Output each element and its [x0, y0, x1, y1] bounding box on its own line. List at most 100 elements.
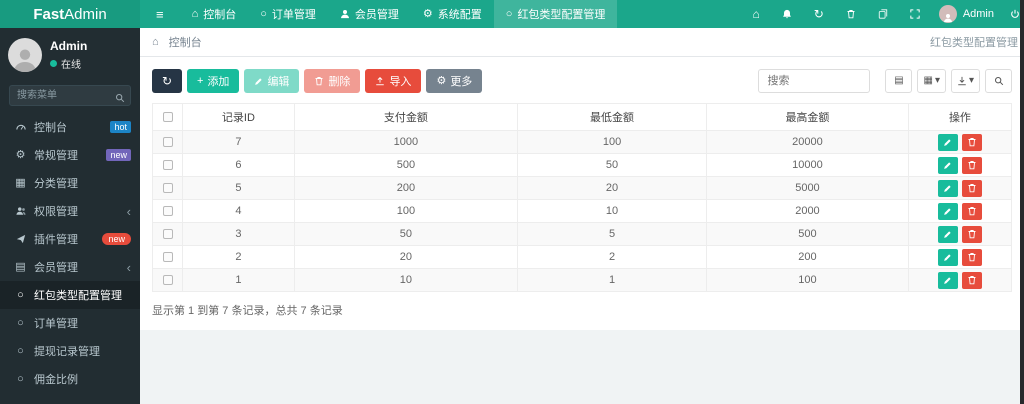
table-row[interactable]: 4 100 10 2000	[151, 199, 1013, 223]
row-edit-button[interactable]	[937, 225, 958, 243]
cell-operations	[907, 199, 1013, 223]
cell-record-id: 1	[182, 268, 295, 292]
bell-icon[interactable]	[771, 0, 803, 28]
sidebar-item[interactable]: 插件管理 new	[0, 225, 140, 253]
table-row[interactable]: 2 20 2 200	[151, 245, 1013, 269]
add-button[interactable]: + 添加	[187, 69, 240, 93]
columns-button[interactable]: ▦ ▾	[917, 69, 946, 93]
sidebar-item[interactable]: ○ 订单管理	[0, 309, 140, 337]
delete-button[interactable]: 删除	[304, 69, 361, 93]
row-delete-button[interactable]	[961, 271, 982, 289]
table-search-input[interactable]	[758, 69, 871, 93]
row-edit-button[interactable]	[937, 271, 958, 289]
row-checkbox[interactable]	[162, 275, 173, 286]
refresh-button[interactable]: ↻	[152, 69, 182, 93]
row-checkbox[interactable]	[162, 183, 173, 194]
row-edit-button[interactable]	[937, 248, 958, 266]
cell-operations	[907, 222, 1013, 246]
row-checkbox[interactable]	[162, 252, 173, 263]
row-edit-button[interactable]	[937, 202, 958, 220]
trash-icon[interactable]	[835, 0, 867, 28]
import-button[interactable]: 导入	[365, 69, 422, 93]
column-header[interactable]: 操作	[907, 103, 1013, 131]
row-edit-button[interactable]	[937, 179, 958, 197]
menu-badge: hot	[110, 120, 131, 134]
users-icon	[12, 206, 29, 216]
table-row[interactable]: 5 200 20 5000	[151, 176, 1013, 200]
row-delete-button[interactable]	[961, 179, 982, 197]
sidebar-item[interactable]: 控制台 hot	[0, 113, 140, 141]
topnav-tab[interactable]: ○ 红包类型配置管理	[493, 0, 618, 28]
topnav-tab[interactable]: ⌂ 控制台	[191, 7, 237, 21]
sidebar-item[interactable]: ⚙ 常规管理 new	[0, 141, 140, 169]
column-header[interactable]: 最高金额	[706, 103, 909, 131]
edit-button[interactable]: 编辑	[244, 69, 300, 93]
cell-min-amount: 5	[517, 222, 708, 246]
cell-record-id: 3	[182, 222, 295, 246]
sidebar-item[interactable]: ▦ 分类管理	[0, 169, 140, 197]
table-row[interactable]: 3 50 5 500	[151, 222, 1013, 246]
row-delete-button[interactable]	[961, 225, 982, 243]
cell-operations	[907, 153, 1013, 177]
sidebar-item[interactable]: ▤ 会员管理 ‹	[0, 253, 140, 281]
row-checkbox[interactable]	[162, 137, 173, 148]
row-delete-button[interactable]	[961, 202, 982, 220]
table-row[interactable]: 7 1000 100 20000	[151, 130, 1013, 154]
row-delete-button[interactable]	[961, 133, 982, 151]
table-row[interactable]: 6 500 50 10000	[151, 153, 1013, 177]
navbar-username[interactable]: Admin	[962, 8, 994, 20]
column-header[interactable]: 最低金额	[517, 103, 708, 131]
home-icon[interactable]: ⌂	[752, 7, 760, 21]
row-checkbox[interactable]	[162, 206, 173, 217]
sidebar-search-input[interactable]	[9, 85, 131, 106]
export-button[interactable]: ▾	[950, 69, 980, 93]
upload-icon	[375, 76, 385, 86]
pencil-icon	[254, 77, 263, 86]
topnav-tab[interactable]: ○ 订单管理	[260, 7, 316, 21]
avatar[interactable]	[8, 38, 42, 72]
cell-record-id: 4	[182, 199, 295, 223]
table-row[interactable]: 1 10 1 100	[151, 268, 1013, 292]
docs-icon[interactable]	[867, 0, 899, 28]
more-button[interactable]: ⚙ 更多	[426, 69, 483, 93]
row-checkbox[interactable]	[162, 229, 173, 240]
cell-min-amount: 100	[517, 130, 708, 154]
topnav-tab[interactable]: 会员管理	[328, 0, 411, 28]
breadcrumb-item[interactable]: 控制台	[168, 37, 202, 49]
row-edit-button[interactable]	[937, 133, 958, 151]
data-table: 记录ID 支付金额 最低金额 最高金额 操作 7 1000 100 20000 6 500 50 10…	[151, 103, 1013, 292]
sidebar-item[interactable]: ○ 红包类型配置管理	[0, 281, 140, 309]
brand-logo[interactable]: Fast Admin	[0, 0, 140, 28]
search-icon[interactable]	[115, 90, 125, 108]
hamburger-icon[interactable]: ≡	[156, 6, 164, 22]
pagination-summary: 显示第 1 到第 7 条记录，总共 7 条记录	[152, 305, 343, 317]
cell-max-amount: 200	[706, 245, 909, 269]
sidebar-item[interactable]: ○ 提现记录管理	[0, 337, 140, 365]
column-header[interactable]: 记录ID	[182, 103, 295, 131]
circle-icon: ○	[17, 372, 24, 385]
table-body: 7 1000 100 20000 6 500 50 10000 5 200 20 5000 4 100 10…	[151, 130, 1013, 292]
topnav-tab[interactable]: ⚙ 系统配置	[422, 7, 482, 21]
sidebar-item[interactable]: 权限管理 ‹	[0, 197, 140, 225]
row-edit-button[interactable]	[937, 156, 958, 174]
row-delete-button[interactable]	[961, 156, 982, 174]
gear-icon: ⚙	[422, 7, 433, 20]
cell-operations	[907, 176, 1013, 200]
trash-icon	[314, 76, 324, 86]
row-delete-button[interactable]	[961, 248, 982, 266]
sidebar-item[interactable]: ○ 佣金比例	[0, 365, 140, 393]
brand-rest: Admin	[64, 5, 107, 23]
refresh-icon[interactable]: ↻	[813, 7, 824, 21]
circle-icon: ○	[505, 7, 513, 20]
gauge-icon	[12, 122, 29, 132]
toggle-view-button[interactable]: ▤	[885, 69, 913, 93]
fullscreen-icon[interactable]	[899, 0, 931, 28]
menu-badge: new	[102, 232, 131, 246]
column-header[interactable]: 支付金额	[293, 103, 519, 131]
avatar[interactable]	[938, 5, 957, 23]
sidebar-user-panel: Admin 在线	[0, 28, 140, 81]
row-checkbox[interactable]	[162, 160, 173, 171]
search-toggle-button[interactable]	[985, 69, 1012, 93]
power-icon[interactable]	[1006, 0, 1024, 28]
select-all-checkbox[interactable]	[151, 103, 184, 131]
